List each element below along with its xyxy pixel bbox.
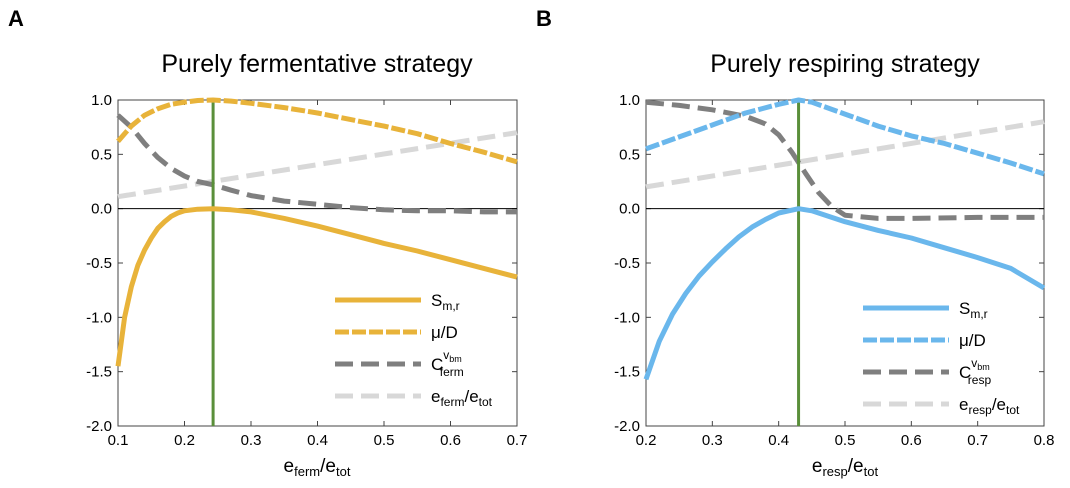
legend-label-c: Cvbm resp	[959, 356, 991, 387]
x-axis-label: eresp/etot	[812, 456, 879, 479]
x-tick-label: 0.5	[374, 432, 395, 449]
series-line-mu	[645, 97, 1045, 177]
chart-title: Purely fermentative strategy	[161, 50, 473, 78]
x-tick-label: 0.4	[307, 432, 328, 449]
legend-label-c: Cvbm ferm	[431, 348, 464, 379]
y-tick-label: 0.0	[619, 201, 640, 218]
plot-area: -2.0 -1.5 -1.0 -0.5 0.0 0.5 1.0 0.1 0.2 0.3 0.4 0.5…	[86, 92, 527, 449]
plot-area: -2.0 -1.5 -1.0 -0.5 0.0 0.5 1.0 0.2 0.3 0.4 0.5 0.6…	[614, 92, 1054, 449]
series-line-s	[643, 206, 1046, 381]
y-tick-label: -0.5	[614, 255, 640, 272]
x-tick-label: 0.2	[174, 432, 195, 449]
y-tick-label: -2.0	[86, 418, 112, 435]
x-axis-label: eferm/etot	[284, 456, 351, 479]
x-tick-label: 0.1	[108, 432, 129, 449]
legend-label-s: Sm,r	[431, 291, 460, 313]
x-tick-label: 0.2	[636, 432, 657, 449]
panel-label: A	[8, 6, 24, 31]
series-line-c	[645, 99, 1044, 221]
x-tick-label: 0.4	[768, 432, 789, 449]
x-tick-label: 0.3	[241, 432, 262, 449]
y-tick-label: -1.0	[614, 309, 640, 326]
legend-label-e: eresp/etot	[959, 395, 1020, 417]
y-tick-label: 0.5	[91, 146, 112, 163]
y-tick-label: 0.0	[91, 201, 112, 218]
x-tick-label: 0.7	[507, 432, 528, 449]
legend: Sm,r μ/D Cvbm resp eresp/etot	[863, 299, 1020, 417]
legend-label-e: eferm/etot	[431, 387, 493, 409]
series-line-c	[116, 113, 517, 215]
x-tick-label: 0.8	[1034, 432, 1055, 449]
series-line-s	[115, 206, 518, 367]
y-tick-label: -0.5	[86, 255, 112, 272]
panel-b: B Purely respiring strategy -2.0 -1.5 -1.0…	[536, 6, 1054, 479]
y-tick-label: -1.0	[86, 309, 112, 326]
panel-label: B	[536, 6, 552, 31]
y-tick-label: -1.5	[86, 364, 112, 381]
chart-title: Purely respiring strategy	[710, 50, 980, 78]
x-tick-label: 0.5	[835, 432, 856, 449]
y-tick-label: -1.5	[614, 364, 640, 381]
series-line-mu	[116, 97, 518, 165]
x-tick-label: 0.7	[967, 432, 988, 449]
y-tick-label: 1.0	[619, 92, 640, 109]
legend: Sm,r μ/D Cvbm ferm eferm/etot	[335, 291, 493, 409]
panel-a: A Purely fermentative strategy -2.0-1.5-…	[8, 6, 527, 479]
series-line-e	[645, 119, 1045, 190]
series-line-e	[117, 130, 518, 200]
y-tick-label: 1.0	[91, 92, 112, 109]
x-tick-label: 0.6	[440, 432, 461, 449]
legend-label-mu: μ/D	[431, 323, 458, 342]
y-tick-label: 0.5	[619, 146, 640, 163]
legend-label-s: Sm,r	[959, 299, 988, 321]
x-tick-label: 0.3	[702, 432, 723, 449]
x-tick-label: 0.6	[901, 432, 922, 449]
y-tick-label: -2.0	[614, 418, 640, 435]
legend-label-mu: μ/D	[959, 331, 986, 350]
